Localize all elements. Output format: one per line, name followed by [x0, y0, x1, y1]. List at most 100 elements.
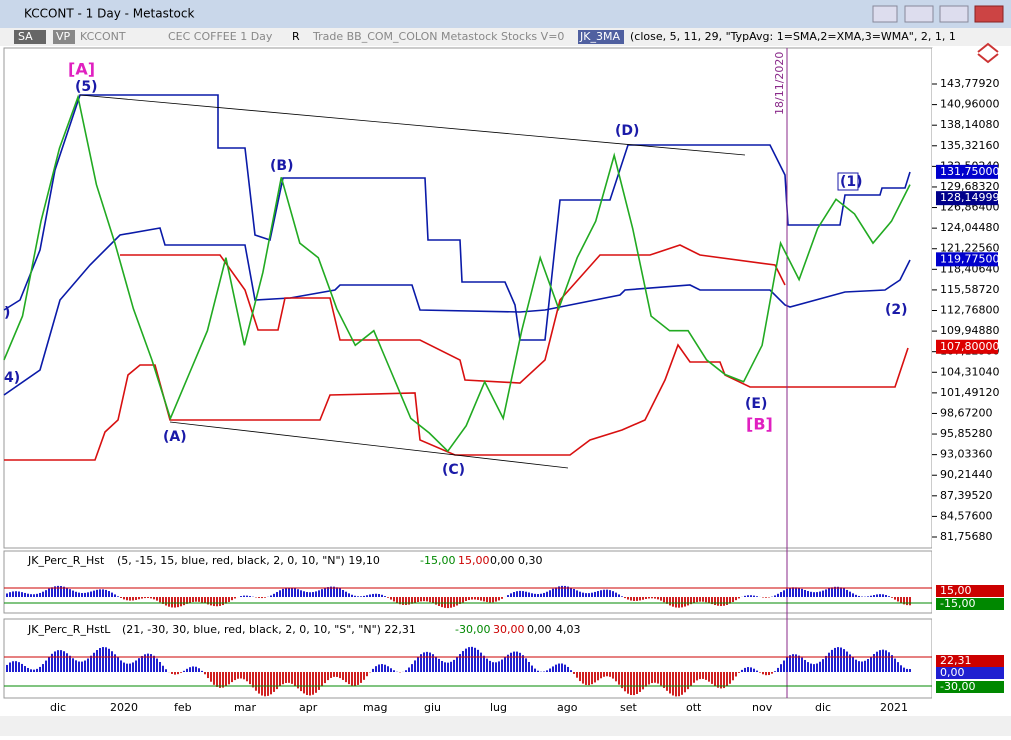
histogram-texture	[492, 662, 494, 672]
histogram-texture	[450, 662, 452, 672]
histogram-texture	[864, 661, 866, 672]
histogram-texture	[750, 667, 752, 672]
histogram-texture	[684, 597, 686, 607]
histogram-texture	[174, 597, 176, 608]
panel-text: 30,00	[493, 623, 525, 636]
toolbar-item: CEC COFFEE 1 Day	[168, 30, 273, 43]
histogram-texture	[384, 596, 386, 597]
histogram-texture	[189, 597, 191, 603]
histogram-texture	[111, 593, 113, 597]
histogram-texture	[84, 661, 86, 672]
histogram-texture	[570, 670, 572, 672]
y-tick-label: 140,96000	[940, 98, 1000, 111]
histogram-texture	[387, 597, 389, 598]
axis-label: 0,00	[940, 666, 965, 679]
histogram-texture	[816, 664, 818, 672]
histogram-texture	[624, 672, 626, 691]
x-tick-label: 2021	[880, 701, 908, 714]
histogram-texture	[819, 662, 821, 672]
histogram-texture	[879, 594, 881, 597]
histogram-texture	[855, 595, 857, 597]
histogram-texture	[210, 672, 212, 682]
histogram-texture	[744, 596, 746, 597]
histogram-texture	[672, 597, 674, 607]
histogram-texture	[237, 672, 239, 679]
histogram-texture	[558, 664, 560, 672]
histogram-texture	[525, 658, 527, 672]
histogram-texture	[54, 651, 56, 672]
histogram-texture	[867, 659, 869, 672]
y-tick-label: 84,57600	[940, 509, 993, 522]
wave-label: (5)	[75, 79, 98, 95]
histogram-texture	[630, 672, 632, 695]
histogram-texture	[126, 664, 128, 672]
histogram-texture	[876, 652, 878, 672]
histogram-texture	[168, 597, 170, 607]
histogram-texture	[753, 669, 755, 672]
histogram-texture	[249, 596, 251, 597]
histogram-texture	[18, 592, 20, 597]
histogram-texture	[78, 593, 80, 597]
histogram-texture	[429, 653, 431, 672]
histogram-texture	[306, 592, 308, 597]
histogram-texture	[234, 672, 236, 680]
histogram-texture	[108, 649, 110, 672]
histogram-texture	[663, 597, 665, 602]
histogram-texture	[759, 672, 761, 673]
histogram-texture	[798, 588, 800, 597]
histogram-texture	[678, 597, 680, 608]
histogram-texture	[693, 672, 695, 683]
histogram-texture	[699, 672, 701, 679]
histogram-texture	[477, 597, 479, 600]
histogram-texture	[108, 591, 110, 597]
histogram-texture	[93, 591, 95, 597]
histogram-texture	[480, 597, 482, 601]
histogram-texture	[597, 591, 599, 597]
histogram-texture	[627, 672, 629, 694]
histogram-texture	[219, 597, 221, 606]
histogram-texture	[462, 651, 464, 672]
histogram-texture	[540, 594, 542, 597]
toolbar-item: (close, 5, 11, 29, "TypAvg: 1=SMA,2=XMA,…	[630, 30, 956, 43]
histogram-texture	[855, 660, 857, 672]
histogram-texture	[21, 592, 23, 597]
histogram-texture	[537, 594, 539, 597]
histogram-texture	[726, 597, 728, 605]
histogram-texture	[393, 670, 395, 672]
panel-text: (5, -15, 15, blue, red, black, 2, 0, 10,…	[117, 554, 380, 567]
histogram-texture	[501, 660, 503, 672]
histogram-texture	[429, 597, 431, 602]
histogram-texture	[186, 669, 188, 672]
histogram-texture	[9, 663, 11, 672]
histogram-texture	[780, 592, 782, 597]
scrollbar[interactable]	[0, 716, 1011, 736]
histogram-texture	[192, 666, 194, 672]
histogram-texture	[639, 597, 641, 600]
histogram-texture	[600, 672, 602, 678]
histogram-texture	[27, 668, 29, 672]
histogram-texture	[534, 669, 536, 672]
histogram-texture	[708, 597, 710, 603]
histogram-texture	[897, 662, 899, 672]
histogram-texture	[810, 592, 812, 597]
histogram-texture	[45, 661, 47, 672]
histogram-texture	[228, 597, 230, 602]
histogram-texture	[465, 597, 467, 601]
histogram-texture	[792, 587, 794, 597]
wave-label: 4)	[4, 370, 20, 386]
histogram-texture	[603, 590, 605, 597]
histogram-texture	[669, 597, 671, 605]
histogram-texture	[138, 597, 140, 599]
histogram-texture	[141, 656, 143, 672]
histogram-texture	[882, 650, 884, 672]
histogram-texture	[57, 650, 59, 672]
wave-label: (D)	[615, 123, 639, 139]
histogram-texture	[141, 597, 143, 599]
histogram-texture	[669, 672, 671, 693]
histogram-texture	[294, 588, 296, 597]
histogram-texture	[612, 591, 614, 597]
histogram-texture	[48, 589, 50, 597]
histogram-texture	[300, 672, 302, 691]
histogram-texture	[147, 597, 149, 598]
histogram-texture	[726, 672, 728, 686]
